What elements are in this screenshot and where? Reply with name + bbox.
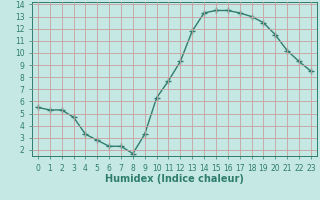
X-axis label: Humidex (Indice chaleur): Humidex (Indice chaleur) [105,174,244,184]
